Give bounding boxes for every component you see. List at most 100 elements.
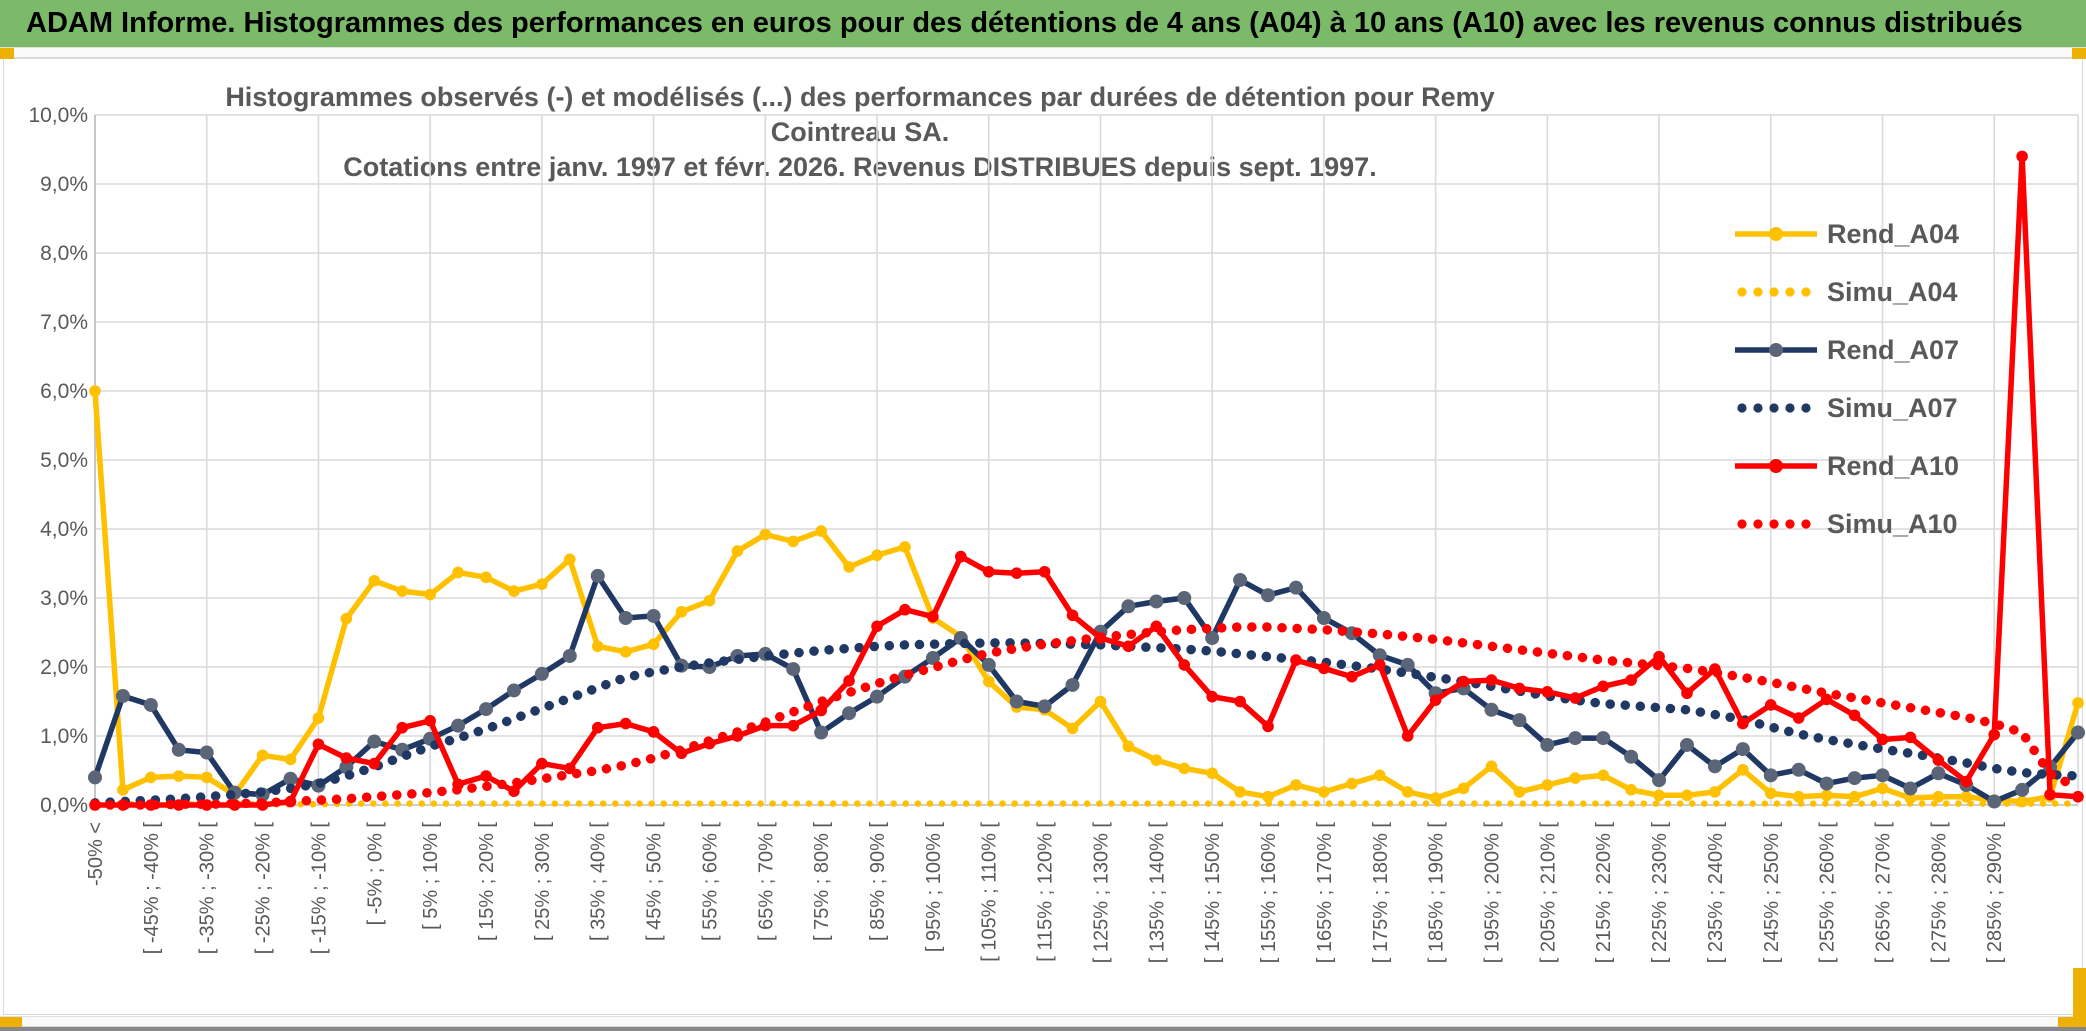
series-marker-rend_a07 [143,697,158,712]
bottom-scroll-right-cap[interactable] [2058,1017,2086,1028]
series-marker-rend_a10 [1764,699,1777,711]
series-marker-rend_a10 [1988,728,2001,741]
y-tick-label: 10,0% [28,104,88,127]
series-marker-rend_a10 [368,757,381,770]
series-marker-rend_a07 [925,651,940,666]
series-marker-rend_a04 [1597,769,1609,782]
legend-item-rend_a07[interactable]: Rend_A07 [1735,321,2065,379]
series-marker-rend_a04 [1737,764,1749,776]
series-marker-rend_a10 [591,721,604,734]
series-marker-rend_a04 [508,585,520,597]
series-marker-rend_a10 [1401,730,1414,742]
series-marker-rend_a04 [1541,779,1554,791]
series-marker-rend_a04 [1178,762,1191,775]
x-tick-label: [ 255% ; 260% [ [1817,822,1839,964]
y-tick-label: 3,0% [40,587,88,610]
x-tick-label: [ 55% ; 60% [ [699,822,721,941]
series-marker-rend_a07 [1596,731,1611,746]
legend-item-rend_a10[interactable]: Rend_A10 [1735,437,2065,495]
legend-item-simu_a07[interactable]: Simu_A07 [1735,379,2065,437]
series-marker-rend_a04 [1876,782,1889,795]
series-marker-rend_a10 [1485,674,1498,686]
series-marker-rend_a07 [590,568,605,583]
series-marker-rend_a04 [843,561,855,573]
legend-marker-dotted-icon [1737,519,1811,529]
x-tick-label: [ 115% ; 120% [ [1035,822,1057,962]
legend-marker-solid-icon [1735,343,1817,357]
series-marker-rend_a07 [1065,677,1080,692]
y-tick-label: 2,0% [40,656,88,679]
series-marker-rend_a04 [1318,786,1330,798]
legend-label: Simu_A04 [1827,276,1958,307]
series-marker-rend_a10 [1178,659,1191,671]
series-marker-rend_a04 [647,638,660,651]
series-line-simu_a04 [91,800,2082,808]
legend-item-simu_a04[interactable]: Simu_A04 [1735,263,2065,321]
series-marker-rend_a04 [200,771,213,784]
series-marker-rend_a07 [1931,766,1946,781]
series-marker-rend_a07 [115,688,130,703]
y-tick-label: 6,0% [40,380,88,403]
series-marker-rend_a10 [927,610,939,623]
series-marker-rend_a07 [1037,699,1052,714]
series-marker-rend_a10 [1262,720,1274,733]
series-marker-rend_a04 [899,541,911,553]
series-marker-rend_a04 [815,525,827,537]
series-marker-rend_a04 [982,675,995,688]
series-marker-rend_a10 [2072,790,2084,803]
legend-label: Rend_A04 [1827,218,1960,249]
x-tick-label: [ 145% ; 150% [ [1202,822,1224,964]
legend-item-simu_a10[interactable]: Simu_A10 [1735,495,2065,553]
series-marker-rend_a07 [1679,737,1694,752]
series-marker-rend_a07 [199,745,214,760]
legend-marker-solid-icon [1735,459,1817,473]
series-marker-rend_a10 [815,704,827,717]
top-scroll-strip[interactable] [0,47,2086,59]
series-marker-rend_a10 [1373,659,1386,671]
legend-marker-dotted-icon [1737,403,1811,413]
series-marker-rend_a04 [1709,786,1721,798]
y-tick-label: 1,0% [40,725,88,748]
series-line-rend_a07 [92,573,2081,805]
legend-label: Simu_A07 [1827,392,1958,423]
series-marker-rend_a04 [1346,777,1358,790]
series-marker-rend_a10 [1066,609,1079,622]
series-marker-rend_a10 [955,550,967,563]
chart-title-line1: Histogrammes observés (-) et modélisés (… [225,82,1495,147]
series-marker-rend_a10 [647,726,660,738]
y-tick-label: 8,0% [40,242,88,265]
x-tick-label: [ -25% ; -20% [ [253,822,275,955]
series-marker-rend_a07 [1791,762,1806,777]
top-scroll-right-cap[interactable] [2072,48,2086,59]
series-marker-rend_a07 [1847,771,1862,786]
x-tick-label: [ 275% ; 280% [ [1928,822,1950,964]
series-marker-rend_a07 [646,608,661,623]
series-marker-rend_a07 [842,706,857,721]
x-tick-label: [ -15% ; -10% [ [308,822,330,955]
series-marker-rend_a04 [1094,695,1107,708]
series-marker-rend_a10 [1597,680,1609,693]
y-tick-label: 5,0% [40,449,88,472]
series-marker-rend_a07 [1987,794,2002,809]
chart-title: Histogrammes observés (-) et modélisés (… [200,80,1520,185]
series-marker-rend_a04 [172,770,185,782]
x-tick-label: [ 225% ; 230% [ [1649,822,1671,964]
series-marker-rend_a04 [2072,697,2084,709]
series-marker-rend_a10 [340,752,353,764]
bottom-scroll-strip[interactable] [0,1016,2086,1028]
legend-item-rend_a04[interactable]: Rend_A04 [1735,205,2065,263]
x-tick-label: [ 165% ; 170% [ [1314,822,1336,964]
legend-marker-solid-icon [1735,227,1817,241]
bottom-scroll-left-cap[interactable] [0,1017,22,1028]
series-marker-rend_a04 [1820,789,1833,802]
x-tick-label: -50% < [85,822,107,886]
series-marker-rend_a04 [731,545,744,557]
x-tick-label: [ 85% ; 90% [ [867,822,889,941]
top-scroll-left-cap[interactable] [0,48,14,59]
series-marker-rend_a04 [1932,790,1945,803]
x-tick-label: [ 95% ; 100% [ [923,822,945,953]
series-marker-rend_a04 [312,712,325,724]
right-edge-gold-bar [2073,968,2086,1028]
banner: ADAM Informe. Histogrammes des performan… [0,0,2086,47]
